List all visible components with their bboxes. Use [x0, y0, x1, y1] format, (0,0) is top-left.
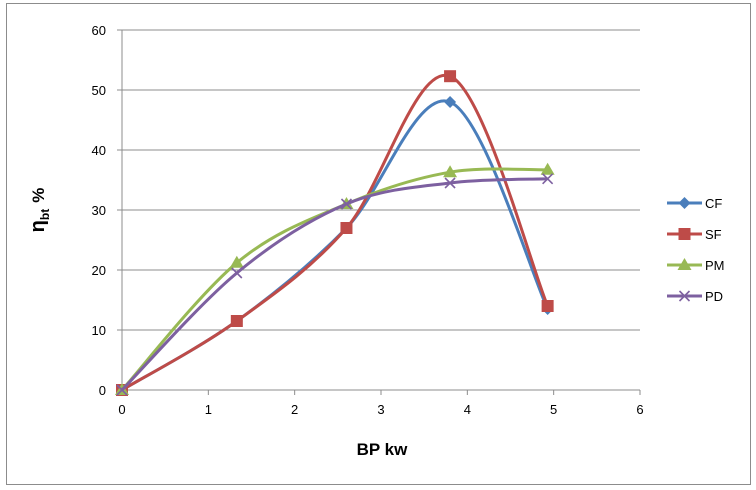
y-axis-title-main: η — [27, 220, 49, 232]
y-tick-label-30: 30 — [92, 203, 106, 218]
x-tick-label-5: 5 — [550, 402, 557, 417]
data-point-pm-1 — [229, 255, 244, 268]
x-tick-label-0: 0 — [118, 402, 125, 417]
series-line-cf — [121, 99, 549, 392]
data-point-sf-1 — [230, 315, 243, 327]
y-tick-label-10: 10 — [92, 323, 106, 338]
data-point-pd-4 — [542, 173, 554, 185]
y-axis-title: ηbt% — [27, 188, 52, 233]
y-tick-label-40: 40 — [92, 143, 106, 158]
data-point-cf-3 — [444, 96, 457, 108]
legend: CF SF PM PD — [667, 196, 725, 304]
data-point-pm-3 — [443, 165, 458, 178]
legend-marker-sf — [678, 228, 691, 240]
legend-marker-cf — [678, 197, 691, 209]
legend-marker-pm — [677, 258, 692, 270]
data-point-sf-3 — [444, 70, 457, 83]
y-tick-label-0: 0 — [99, 383, 106, 398]
legend-label-pd: PD — [705, 289, 723, 304]
data-point-sf-4 — [541, 300, 554, 312]
y-tick-label-60: 60 — [92, 23, 106, 38]
grid-layer — [122, 29, 640, 331]
series-line-sf — [121, 73, 550, 392]
legend-marker-pd — [678, 290, 691, 302]
series-line-pm — [120, 167, 548, 392]
data-point-pd-0 — [116, 384, 128, 396]
data-point-pd-1 — [231, 267, 243, 279]
x-axis-title: BP kw — [357, 440, 408, 459]
y-axis-title-unit: % — [29, 188, 48, 203]
data-point-sf-2 — [340, 222, 353, 234]
legend-label-cf: CF — [705, 196, 722, 211]
y-tick-label-50: 50 — [92, 83, 106, 98]
axis-layer: 0 10 20 30 40 50 60 0 1 2 3 4 5 6 — [92, 23, 644, 417]
y-tick-label-20: 20 — [92, 263, 106, 278]
series-layer — [115, 70, 555, 396]
svg-text:ηbt%: ηbt% — [27, 188, 52, 233]
data-point-pm-4 — [540, 162, 555, 175]
x-tick-label-2: 2 — [291, 402, 298, 417]
data-point-pd-2 — [340, 198, 353, 210]
x-tick-label-4: 4 — [464, 402, 471, 417]
data-point-pd-3 — [444, 177, 456, 189]
y-axis-title-sub: bt — [38, 209, 52, 220]
x-tick-label-6: 6 — [636, 402, 643, 417]
x-tick-label-3: 3 — [377, 402, 384, 417]
legend-label-sf: SF — [705, 227, 722, 242]
chart-frame — [6, 3, 751, 485]
legend-label-pm: PM — [705, 258, 725, 273]
x-tick-label-1: 1 — [205, 402, 212, 417]
series-line-pd — [120, 177, 548, 392]
